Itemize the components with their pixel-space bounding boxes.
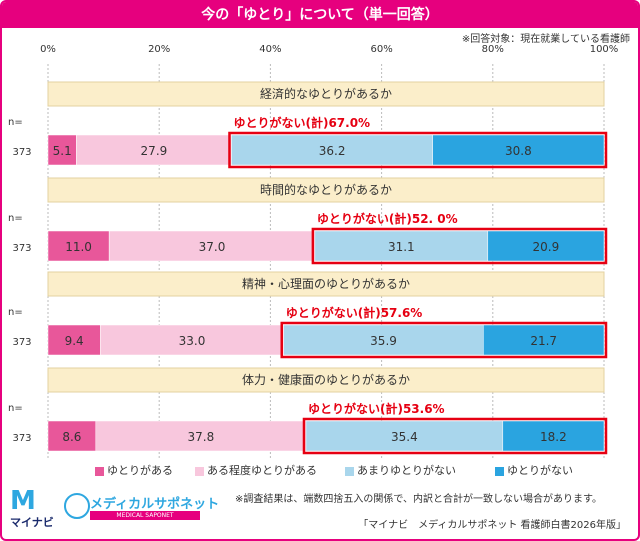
bar-segment <box>100 324 284 356</box>
mynavi-mark-icon: M <box>10 486 36 516</box>
data-label: 9.4 <box>65 334 84 348</box>
legend-label: ある程度ゆとりがある <box>207 464 317 477</box>
category-band <box>47 177 605 203</box>
data-label: 5.1 <box>53 144 72 158</box>
bar-segment <box>502 420 605 452</box>
category-band <box>47 81 605 107</box>
respondent-note: ※回答対象：現在就業している看護師 <box>461 34 630 45</box>
bar-segment <box>305 420 504 452</box>
data-label: 20.9 <box>533 240 560 254</box>
highlight-box <box>228 131 608 169</box>
x-tick-label: 40% <box>259 44 282 55</box>
bar-segment <box>483 324 605 356</box>
saponet-logo-sub: MEDICAL SAPONET <box>90 511 200 520</box>
legend-item: ゆとりがある <box>95 462 173 478</box>
bar-segment <box>47 420 97 452</box>
highlight-box <box>311 227 608 265</box>
legend-swatch <box>345 466 354 476</box>
n-value: 373 <box>12 243 31 254</box>
highlight-box <box>302 417 608 455</box>
category-label: 時間的なゆとりがあるか <box>260 182 392 197</box>
legend-item: ゆとりがない <box>495 462 573 478</box>
data-label: 37.0 <box>199 240 226 254</box>
legend-label: あまりゆとりがない <box>357 464 456 477</box>
medical-saponet-logo: メディカルサポネット MEDICAL SAPONET <box>64 493 219 523</box>
category-label: 経済的なゆとりがあるか <box>260 86 392 101</box>
highlight-box <box>280 321 608 359</box>
bar-segment <box>76 134 232 166</box>
source-credit: 「マイナビ メディカルサポネット 看護師白書2026年版」 <box>358 520 626 531</box>
x-tick-label: 80% <box>481 44 504 55</box>
mynavi-logo: M マイナビ <box>10 486 60 529</box>
data-label: 18.2 <box>540 430 567 444</box>
x-axis-ticks: 0% 20% 40% 60% 80% 100% <box>0 44 640 58</box>
bar-segment <box>283 324 484 356</box>
n-label: n= <box>8 403 23 414</box>
legend-item: あまりゆとりがない <box>345 462 456 478</box>
data-label: 37.8 <box>188 430 215 444</box>
legend-swatch <box>495 466 504 476</box>
legend-swatch <box>95 466 104 476</box>
bar-segment <box>47 230 110 262</box>
data-label: 11.0 <box>65 240 92 254</box>
data-label: 36.2 <box>319 144 346 158</box>
bar-segment <box>47 324 101 356</box>
highlight-label: ゆとりがない(計)52. 0% <box>317 211 458 226</box>
data-label: 31.1 <box>388 240 415 254</box>
category-band <box>47 367 605 393</box>
n-value: 373 <box>12 337 31 348</box>
n-label: n= <box>8 213 23 224</box>
legend-swatch <box>195 466 204 476</box>
bar-segment <box>314 230 489 262</box>
n-value: 373 <box>12 433 31 444</box>
bar-segment <box>47 134 77 166</box>
data-label: 30.8 <box>505 144 532 158</box>
highlight-label: ゆとりがない(計)53.6% <box>308 401 445 416</box>
category-label: 精神・心理面のゆとりがあるか <box>242 276 410 291</box>
legend-item: ある程度ゆとりがある <box>195 462 317 478</box>
x-tick-label: 0% <box>40 44 56 55</box>
legend-label: ゆとりがない <box>507 464 573 477</box>
n-label: n= <box>8 307 23 318</box>
rounding-footnote: ※調査結果は、端数四捨五入の関係で、内訳と合計が一致しない場合があります。 <box>235 494 602 505</box>
data-label: 35.9 <box>370 334 397 348</box>
bar-segment <box>432 134 605 166</box>
data-label: 35.4 <box>391 430 418 444</box>
highlight-label: ゆとりがない(計)57.6% <box>286 305 423 320</box>
chart-title: 今の「ゆとり」について（単一回答） <box>2 2 638 28</box>
x-tick-label: 20% <box>148 44 171 55</box>
saponet-logo-text: メディカルサポネット <box>90 497 220 512</box>
data-label: 33.0 <box>179 334 206 348</box>
highlight-label: ゆとりがない(計)67.0% <box>233 115 370 130</box>
category-label: 体力・健康面のゆとりがあるか <box>242 372 410 387</box>
x-tick-label: 100% <box>589 44 619 55</box>
data-label: 27.9 <box>141 144 168 158</box>
n-label: n= <box>8 117 23 128</box>
bar-segment <box>95 420 307 452</box>
n-value: 373 <box>12 147 31 158</box>
x-tick-label: 60% <box>370 44 393 55</box>
bar-segment <box>108 230 316 262</box>
category-band <box>47 271 605 297</box>
data-label: 21.7 <box>530 334 557 348</box>
bar-segment <box>487 230 605 262</box>
bar-segment <box>231 134 434 166</box>
saponet-heart-icon <box>64 493 90 519</box>
legend-label: ゆとりがある <box>107 464 173 477</box>
data-label: 8.6 <box>62 430 81 444</box>
mynavi-logo-text: マイナビ <box>10 516 54 529</box>
